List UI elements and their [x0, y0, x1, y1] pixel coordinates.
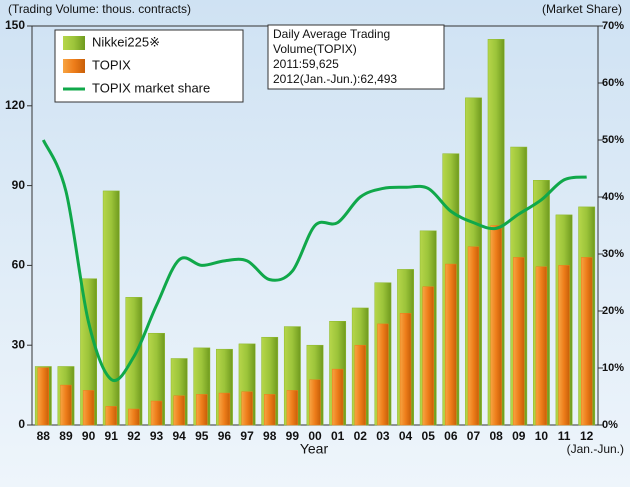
x-tick-label: 99	[286, 429, 300, 443]
x-tick-label: 03	[376, 429, 390, 443]
bar	[513, 257, 525, 426]
legend-box	[54, 29, 244, 103]
x-tick-label: 10	[535, 429, 549, 443]
bar	[399, 313, 412, 426]
bar	[286, 390, 299, 426]
bar	[218, 392, 231, 426]
x-tick-label: 08	[489, 429, 503, 443]
bar	[128, 408, 140, 426]
x-tick-label: 88	[37, 429, 51, 443]
x-tick-label: 98	[263, 429, 277, 443]
annotation-line: 2011:59,625	[273, 57, 339, 71]
bar	[535, 266, 548, 426]
bar	[354, 344, 366, 426]
annotation-line: 2012(Jan.-Jun.):62,493	[273, 72, 397, 86]
bar	[490, 225, 502, 426]
bar	[241, 391, 253, 426]
x-tick-label: 02	[354, 429, 368, 443]
y-tick-label: 90	[12, 178, 26, 192]
x-tick-label: 04	[399, 429, 413, 443]
bar	[37, 367, 50, 426]
x-tick-label: 94	[172, 429, 186, 443]
legend-label: TOPIX	[92, 57, 131, 72]
x-tick-label: 89	[59, 429, 73, 443]
bar	[467, 246, 480, 426]
y2-tick-label: 30%	[602, 248, 624, 260]
y2-axis-label: (Market Share)	[542, 2, 622, 16]
share-line	[41, 139, 587, 383]
x-tick-label: 00	[308, 429, 322, 443]
x-tick-label: 07	[467, 429, 481, 443]
bar	[125, 297, 143, 426]
bar	[60, 384, 72, 426]
x-tick-label: 97	[240, 429, 254, 443]
x-tick-label: 12	[580, 429, 594, 443]
y-tick-label: 0	[18, 417, 25, 431]
x-tick-label: 09	[512, 429, 526, 443]
y-axis-label: (Trading Volume: thous. contracts)	[8, 2, 191, 16]
annotation-line: Volume(TOPIX)	[273, 42, 357, 56]
x-tick-label: 90	[82, 429, 96, 443]
x-tick-label: 11	[558, 429, 571, 443]
bar	[173, 395, 185, 426]
x-tick-label: 91	[105, 429, 119, 443]
legend-label: Nikkei225※	[92, 34, 160, 49]
x-tick-label: 95	[195, 429, 209, 443]
bar	[309, 379, 321, 426]
bar	[102, 190, 120, 426]
y-tick-label: 120	[5, 98, 25, 112]
bar	[445, 263, 457, 426]
y2-tick-label: 60%	[602, 77, 624, 89]
legend-label: TOPIX market share	[92, 80, 210, 95]
y2-tick-label: 20%	[602, 305, 624, 317]
bar	[331, 368, 344, 426]
y2-tick-label: 50%	[602, 134, 624, 146]
bar	[105, 406, 117, 426]
y2-tick-label: 0%	[602, 419, 618, 431]
bar	[82, 390, 95, 426]
bar	[422, 286, 434, 426]
x-tick-label: 92	[127, 429, 141, 443]
y2-tick-label: 40%	[602, 191, 624, 203]
annotation-line: Daily Average Trading	[273, 27, 390, 41]
x-tick-label: 06	[444, 429, 458, 443]
annotation-box	[267, 24, 445, 90]
y-tick-label: 150	[5, 18, 25, 32]
x-tick-label: 05	[422, 429, 436, 443]
y2-tick-label: 70%	[602, 20, 624, 32]
legend-swatch	[63, 59, 85, 73]
bar	[580, 257, 593, 426]
bar	[377, 323, 389, 426]
x-tick-label: 93	[150, 429, 164, 443]
x-tick-label: 96	[218, 429, 232, 443]
y-tick-label: 60	[12, 258, 26, 272]
x-axis-label: Year	[300, 441, 329, 457]
bar	[196, 394, 208, 426]
x-tick-label: 01	[331, 429, 345, 443]
y-tick-label: 30	[12, 337, 26, 351]
bar	[264, 394, 276, 426]
x-note: (Jan.-Jun.)	[567, 442, 624, 456]
y2-tick-label: 10%	[602, 362, 624, 374]
bar	[558, 265, 570, 426]
bar	[150, 400, 163, 426]
legend-swatch	[63, 36, 85, 50]
